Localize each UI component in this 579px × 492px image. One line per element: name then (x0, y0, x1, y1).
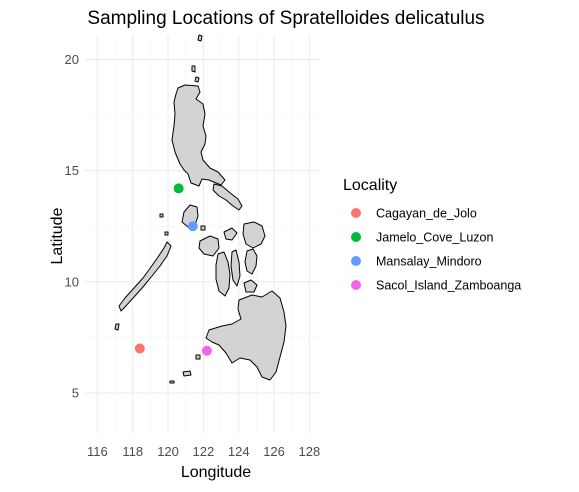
cebu-landmass (230, 249, 241, 287)
sampling-point (187, 221, 198, 232)
y-tick-label: 5 (72, 385, 79, 400)
y-tick-label: 10 (65, 274, 79, 289)
x-tick-label: 126 (263, 444, 285, 459)
legend-label: Cagayan_de_Jolo (376, 207, 477, 221)
mindanao-landmass (205, 290, 287, 381)
x-tick-label: 116 (87, 444, 108, 459)
negros-landmass (215, 251, 231, 297)
x-tick-label: 118 (122, 444, 143, 459)
samar-landmass (242, 221, 266, 249)
y-tick-label: 15 (65, 163, 79, 178)
sampling-point (201, 345, 212, 356)
sampling-point (134, 343, 145, 354)
sampling-point (173, 183, 184, 194)
bicol-landmass (212, 183, 243, 211)
x-tick-label: 120 (157, 444, 179, 459)
x-tick-label: 124 (228, 444, 250, 459)
small-island (164, 231, 169, 236)
chart-title: Sampling Locations of Spratelloides deli… (87, 8, 484, 29)
legend-key (351, 208, 361, 218)
small-island (195, 354, 201, 360)
legend-label: Mansalay_Mindoro (376, 255, 482, 269)
x-tick-label: 122 (193, 444, 215, 459)
legend-entries: Cagayan_de_Jolo Jamelo_Cove_Luzon Mansalay… (351, 207, 521, 293)
legend-key (351, 256, 361, 266)
x-tick-label: 128 (299, 444, 321, 459)
sampling-points (134, 183, 212, 356)
leyte-landmass (244, 248, 258, 275)
small-island (191, 65, 196, 73)
luzon-landmass (171, 84, 226, 187)
axes: 116 118 120 122 124 126 128 5 10 15 20 (65, 52, 321, 459)
small-island (197, 34, 203, 42)
small-island (194, 76, 200, 83)
legend-key (351, 232, 361, 242)
small-island (182, 370, 192, 377)
small-island (114, 323, 120, 331)
y-axis-title: Latitude (49, 207, 66, 264)
legend-label: Jamelo_Cove_Luzon (376, 231, 493, 245)
palawan-landmass (118, 241, 172, 312)
small-island (159, 213, 164, 218)
legend-label: Sacol_Island_Zamboanga (376, 279, 521, 293)
legend: Locality Cagayan_de_Jolo Jamelo_Cove_Luzo… (343, 177, 521, 293)
grid (85, 35, 320, 433)
y-tick-label: 20 (65, 52, 79, 67)
small-island (169, 380, 175, 384)
bohol-landmass (243, 279, 258, 293)
x-axis-title: Longitude (181, 464, 251, 481)
legend-title: Locality (343, 177, 397, 194)
masbate-landmass (223, 227, 238, 241)
small-island (200, 225, 206, 231)
legend-key (351, 280, 361, 290)
philippines-basemap (114, 34, 287, 384)
panay-landmass (198, 235, 220, 257)
